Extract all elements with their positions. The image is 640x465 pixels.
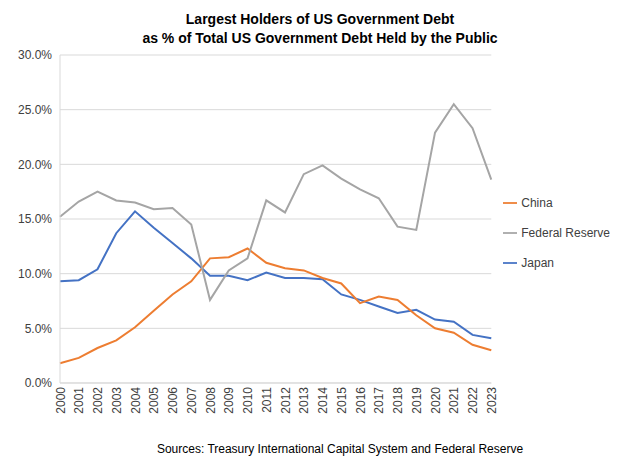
html-text:as % of Total US Government De: as % of Total US Government Debt Held by… (142, 30, 498, 46)
svg-text:10.0%: 10.0% (18, 267, 52, 281)
svg-text:2006: 2006 (166, 387, 180, 414)
svg-text:2002: 2002 (91, 387, 105, 414)
svg-text:2007: 2007 (185, 387, 199, 414)
svg-text:0.0%: 0.0% (25, 376, 53, 390)
svg-text:2021: 2021 (447, 387, 461, 414)
svg-text:2004: 2004 (129, 387, 143, 414)
svg-text:20.0%: 20.0% (18, 158, 52, 172)
svg-text:2014: 2014 (316, 387, 330, 414)
svg-text:2011: 2011 (260, 387, 274, 413)
svg-text:2010: 2010 (241, 387, 255, 414)
svg-text:2019: 2019 (410, 387, 424, 414)
svg-text:2012: 2012 (279, 387, 293, 414)
html-text:Largest Holders of US Governme: Largest Holders of US Government Debt (185, 11, 455, 27)
svg-text:30.0%: 30.0% (18, 48, 52, 62)
svg-text:2005: 2005 (147, 387, 161, 414)
svg-text:5.0%: 5.0% (25, 322, 53, 336)
svg-text:2016: 2016 (354, 387, 368, 414)
svg-text:2000: 2000 (54, 387, 68, 414)
svg-text:2023: 2023 (485, 387, 499, 414)
html-text:Sources: Treasury Internationa: Sources: Treasury International Capital … (156, 442, 524, 456)
svg-text:2003: 2003 (110, 387, 124, 414)
svg-text:2018: 2018 (391, 387, 405, 414)
svg-text:2022: 2022 (466, 387, 480, 414)
svg-text:2001: 2001 (72, 387, 86, 414)
svg-text:2020: 2020 (429, 387, 443, 414)
svg-text:2015: 2015 (335, 387, 349, 414)
svg-text:2008: 2008 (204, 387, 218, 414)
svg-text:15.0%: 15.0% (18, 212, 52, 226)
svg-text:2009: 2009 (222, 387, 236, 414)
svg-text:2017: 2017 (372, 387, 386, 414)
svg-text:25.0%: 25.0% (18, 103, 52, 117)
html-text:Japan: Japan (521, 255, 554, 270)
html-text:Federal Reserve: Federal Reserve (521, 225, 610, 240)
svg-text:2013: 2013 (297, 387, 311, 414)
html-text:China: China (521, 195, 553, 210)
